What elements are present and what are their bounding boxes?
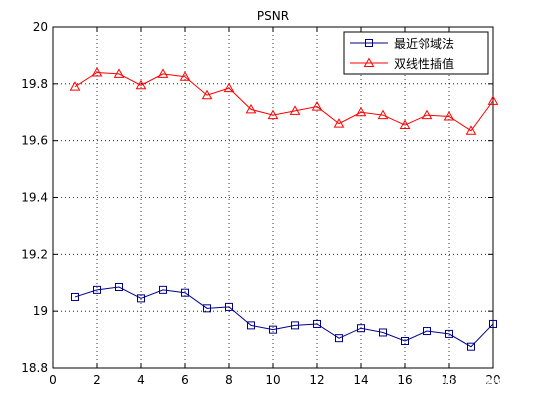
x-tick-label: 14: [353, 373, 368, 387]
data-point-bilinear: [443, 110, 455, 121]
legend-entry-bilinear: 双线性插值: [350, 56, 454, 71]
data-point-bilinear: [377, 109, 389, 120]
data-point-nearest-neighbor: [423, 327, 431, 336]
y-tick-label: 19.8: [21, 77, 48, 91]
data-point-nearest-neighbor: [313, 319, 321, 328]
data-point-nearest-neighbor: [379, 328, 387, 337]
data-point-nearest-neighbor: [467, 342, 475, 351]
data-point-nearest-neighbor: [115, 283, 123, 292]
legend-marker-nearest-neighbor: [365, 39, 373, 47]
chart-title: PSNR: [257, 9, 289, 23]
data-point-nearest-neighbor: [445, 329, 453, 338]
data-point-nearest-neighbor: [159, 285, 167, 294]
data-point-bilinear: [157, 68, 169, 78]
data-point-nearest-neighbor: [489, 319, 497, 328]
series-line-bilinear: [74, 71, 494, 132]
x-tick-label: 20: [485, 373, 500, 387]
data-point-nearest-neighbor: [181, 288, 189, 297]
data-point-bilinear: [487, 95, 499, 105]
x-tick-label: 8: [225, 373, 233, 387]
y-tick-label: 18.8: [21, 361, 48, 375]
data-point-nearest-neighbor: [71, 292, 79, 301]
x-tick-label: 4: [137, 373, 145, 387]
legend-label-nearest-neighbor: 最近邻域法: [394, 37, 454, 51]
y-tick-label: 20: [33, 20, 48, 34]
data-point-bilinear: [223, 82, 235, 93]
data-point-nearest-neighbor: [247, 321, 255, 330]
series-layer: [69, 66, 499, 351]
grid-layer: [53, 27, 493, 368]
data-point-bilinear: [333, 118, 345, 128]
data-point-nearest-neighbor: [225, 302, 233, 311]
x-tick-label: 2: [93, 373, 101, 387]
data-point-nearest-neighbor: [93, 285, 101, 294]
x-tick-label: 6: [181, 373, 189, 387]
data-point-nearest-neighbor: [137, 294, 145, 303]
x-tick-label: 12: [309, 373, 324, 387]
data-point-nearest-neighbor: [203, 304, 211, 313]
series-bilinear: [69, 66, 499, 135]
data-point-bilinear: [91, 66, 103, 77]
data-point-nearest-neighbor: [357, 324, 365, 333]
data-point-bilinear: [421, 109, 433, 120]
watermark-text: CSDN @跟着C编程: [417, 376, 532, 392]
data-point-bilinear: [113, 68, 125, 78]
data-point-bilinear: [465, 125, 477, 135]
ticks-layer: 0 2 4 6 8 10 12 14 16 18 20 18.8 19 19.2 19.4 19.6 19.8 2…: [21, 20, 500, 387]
data-point-bilinear: [69, 81, 81, 91]
data-point-bilinear: [201, 89, 213, 100]
y-tick-label: 19: [33, 304, 48, 318]
data-point-bilinear: [135, 79, 147, 90]
x-tick-label: 18: [441, 373, 456, 387]
data-point-nearest-neighbor: [335, 334, 343, 343]
data-point-bilinear: [245, 103, 257, 114]
x-tick-label: 16: [397, 373, 412, 387]
x-tick-label: 10: [265, 373, 280, 387]
legend-entry-nearest-neighbor: 最近邻域法: [350, 37, 454, 51]
data-point-nearest-neighbor: [291, 321, 299, 330]
data-point-bilinear: [355, 106, 367, 117]
data-point-bilinear: [267, 109, 279, 120]
y-tick-label: 19.2: [21, 247, 48, 261]
data-point-nearest-neighbor: [269, 325, 277, 334]
series-nearest-neighbor: [71, 283, 497, 351]
data-point-bilinear: [289, 105, 301, 115]
y-tick-label: 19.4: [21, 191, 48, 205]
data-point-nearest-neighbor: [401, 337, 409, 346]
watermark: CSDN @跟着C编程: [417, 376, 532, 392]
legend-label-bilinear: 双线性插值: [394, 56, 454, 71]
y-tick-label: 19.6: [21, 134, 48, 148]
data-point-bilinear: [179, 71, 191, 81]
x-tick-label: 0: [49, 373, 57, 387]
data-point-bilinear: [399, 119, 411, 130]
data-point-bilinear: [311, 101, 323, 111]
legend-marker-bilinear: [363, 57, 375, 67]
